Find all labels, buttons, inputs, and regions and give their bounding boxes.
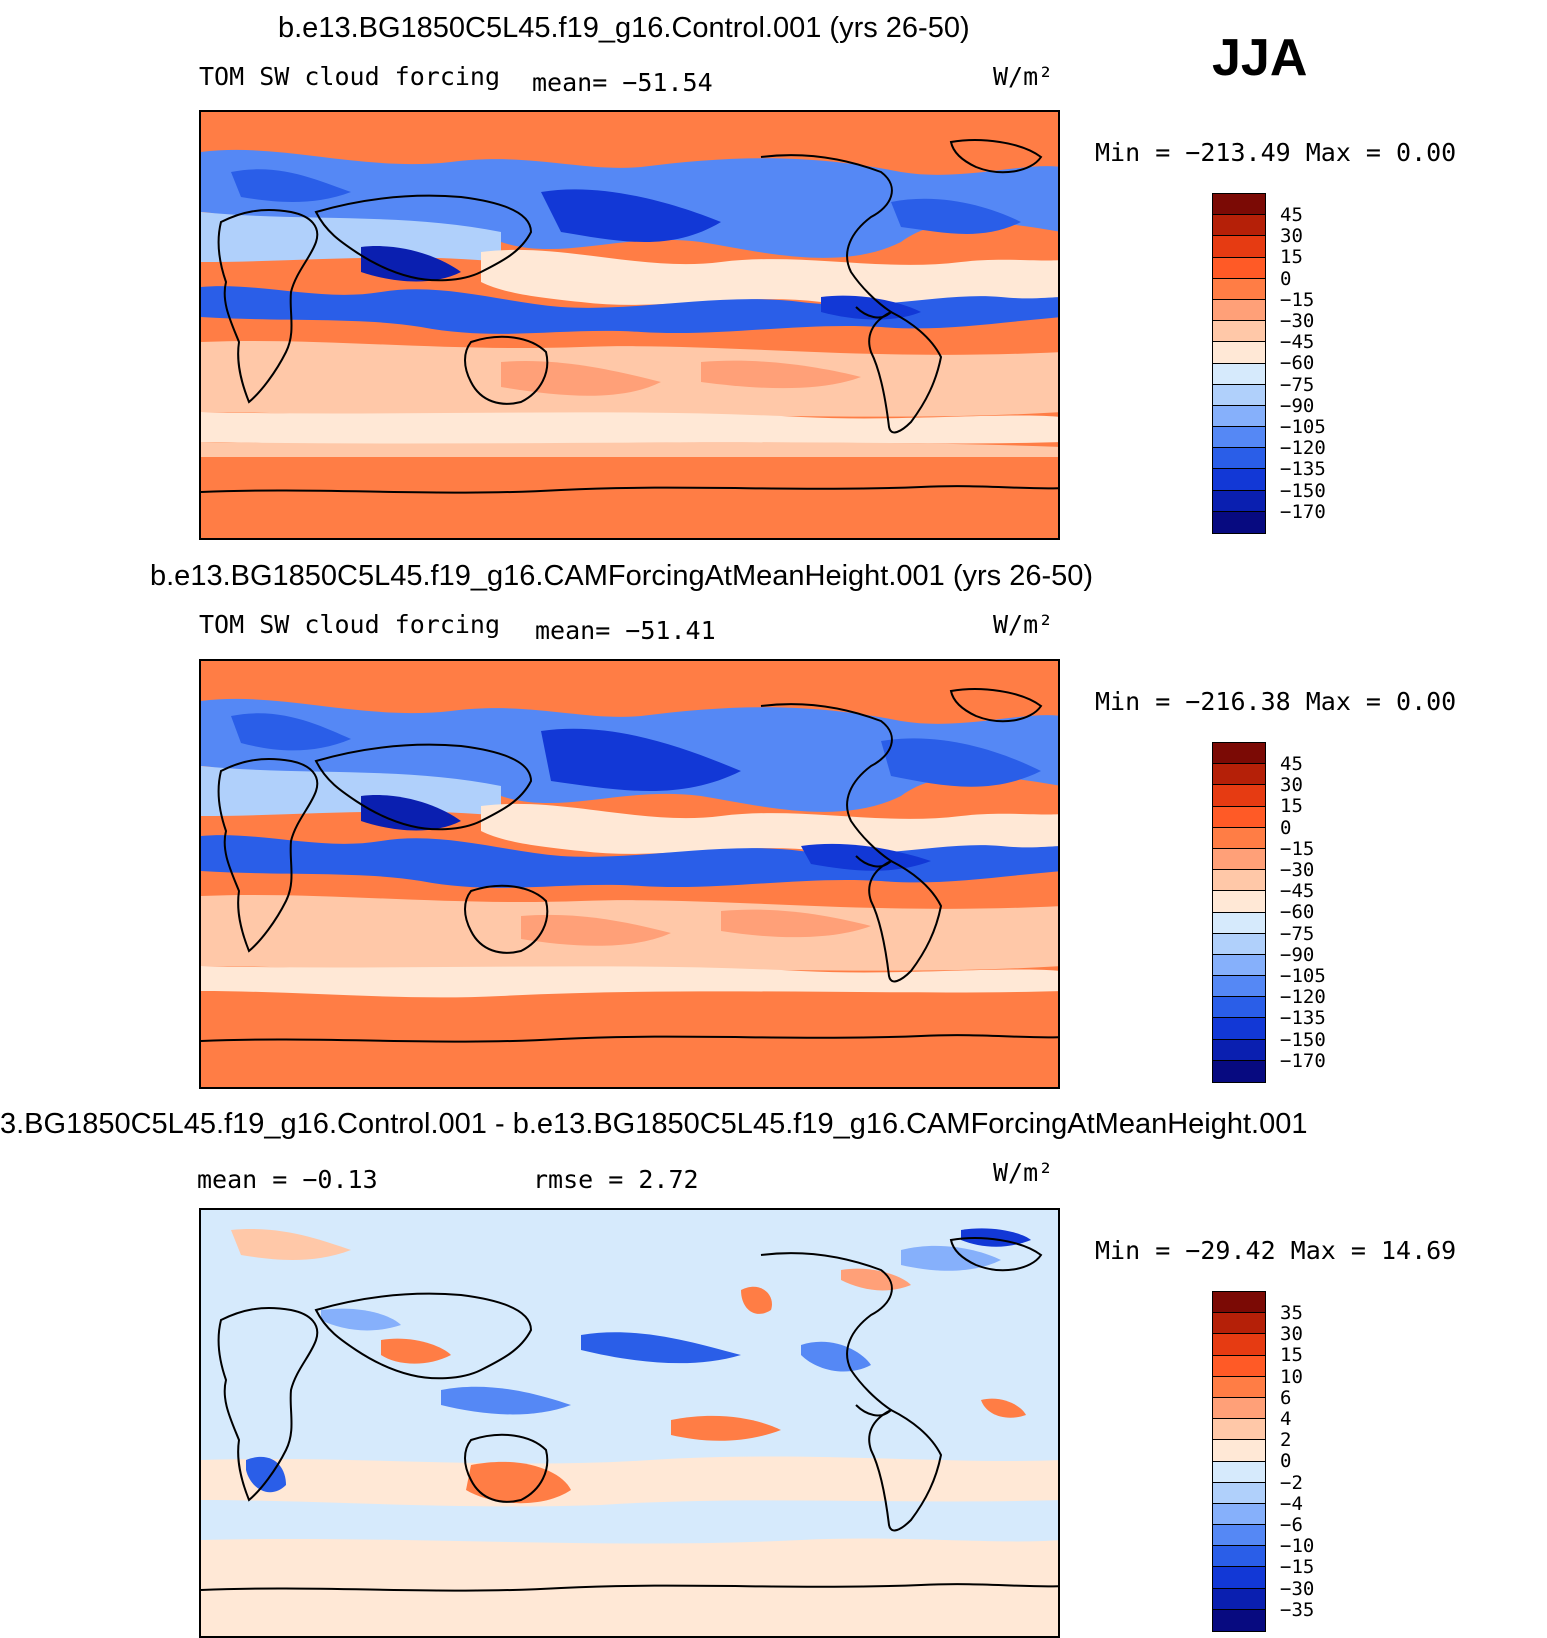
tick: −135 — [1280, 458, 1326, 481]
tick: 45 — [1280, 204, 1303, 226]
tick: 15 — [1280, 795, 1303, 818]
panel3-colorbar-ticks: 35 30 15 10 6 4 2 0 −2 −4 −6 −10 −15 −30… — [1280, 1302, 1315, 1621]
panel3-minmax: Min = −29.42 Max = 14.69 — [1095, 1236, 1457, 1265]
tick: −60 — [1280, 901, 1315, 924]
panel3-colorbar — [1212, 1291, 1266, 1632]
tick: −120 — [1280, 437, 1326, 460]
panel1-title: b.e13.BG1850C5L45.f19_g16.Control.001 (y… — [278, 12, 970, 44]
tick: −75 — [1280, 373, 1315, 396]
tick: 15 — [1280, 1344, 1303, 1367]
tick: −30 — [1280, 859, 1315, 882]
tick: 4 — [1280, 1408, 1292, 1431]
tick: −150 — [1280, 1028, 1326, 1051]
panel1-minmax: Min = −213.49 Max = 0.00 — [1095, 138, 1457, 167]
panel2-minmax: Min = −216.38 Max = 0.00 — [1095, 687, 1457, 716]
tick: 6 — [1280, 1386, 1292, 1409]
panel3-title: 3.BG1850C5L45.f19_g16.Control.001 - b.e1… — [0, 1108, 1308, 1140]
tick: −15 — [1280, 288, 1315, 311]
tick: 30 — [1280, 774, 1303, 797]
panel1-colorbar — [1212, 193, 1266, 534]
tick: −15 — [1280, 837, 1315, 860]
tick: −120 — [1280, 986, 1326, 1009]
tick: −170 — [1280, 500, 1326, 523]
season-label: JJA — [1212, 29, 1308, 87]
tick: −4 — [1280, 1492, 1303, 1515]
panel1-map — [199, 110, 1060, 540]
tick: 10 — [1280, 1365, 1303, 1388]
tick: 45 — [1280, 753, 1303, 775]
tick: −105 — [1280, 965, 1326, 988]
panel3-mean: mean = −0.13 — [197, 1165, 378, 1194]
panel3-rmse: rmse = 2.72 — [533, 1165, 699, 1194]
tick: 2 — [1280, 1429, 1292, 1452]
panel2-map — [199, 659, 1060, 1089]
tick: 0 — [1280, 267, 1292, 290]
panel2-colorbar-ticks: 45 30 15 0 −15 −30 −45 −60 −75 −90 −105 … — [1280, 753, 1326, 1072]
panel1-mean: mean= −51.54 — [532, 68, 713, 97]
panel3-map — [199, 1208, 1060, 1638]
panel1-variable: TOM SW cloud forcing — [199, 62, 501, 91]
tick: −6 — [1280, 1514, 1303, 1537]
panel2-mean: mean= −51.41 — [535, 616, 716, 645]
tick: −30 — [1280, 1577, 1315, 1600]
panel2-colorbar — [1212, 742, 1266, 1083]
tick: −45 — [1280, 331, 1315, 354]
tick: −45 — [1280, 880, 1315, 903]
panel2-variable: TOM SW cloud forcing — [199, 610, 501, 639]
tick: 30 — [1280, 225, 1303, 248]
panel1-units: W/m² — [993, 62, 1054, 91]
tick: −170 — [1280, 1049, 1326, 1072]
tick: −75 — [1280, 922, 1315, 945]
tick: −10 — [1280, 1535, 1315, 1558]
tick: 35 — [1280, 1302, 1303, 1324]
tick: 0 — [1280, 1450, 1292, 1473]
tick: −90 — [1280, 394, 1315, 417]
panel3-units: W/m² — [993, 1158, 1054, 1187]
tick: 15 — [1280, 246, 1303, 269]
tick: −90 — [1280, 943, 1315, 966]
panel2-units: W/m² — [993, 610, 1054, 639]
tick: −35 — [1280, 1598, 1315, 1621]
tick: −15 — [1280, 1556, 1315, 1579]
tick: −105 — [1280, 416, 1326, 439]
tick: −30 — [1280, 310, 1315, 333]
panel1-colorbar-ticks: 45 30 15 0 −15 −30 −45 −60 −75 −90 −105 … — [1280, 204, 1326, 523]
panel2-title: b.e13.BG1850C5L45.f19_g16.CAMForcingAtMe… — [150, 560, 1094, 592]
tick: −2 — [1280, 1471, 1303, 1494]
tick: −60 — [1280, 352, 1315, 375]
tick: 0 — [1280, 816, 1292, 839]
tick: 30 — [1280, 1323, 1303, 1346]
tick: −135 — [1280, 1007, 1326, 1030]
tick: −150 — [1280, 479, 1326, 502]
